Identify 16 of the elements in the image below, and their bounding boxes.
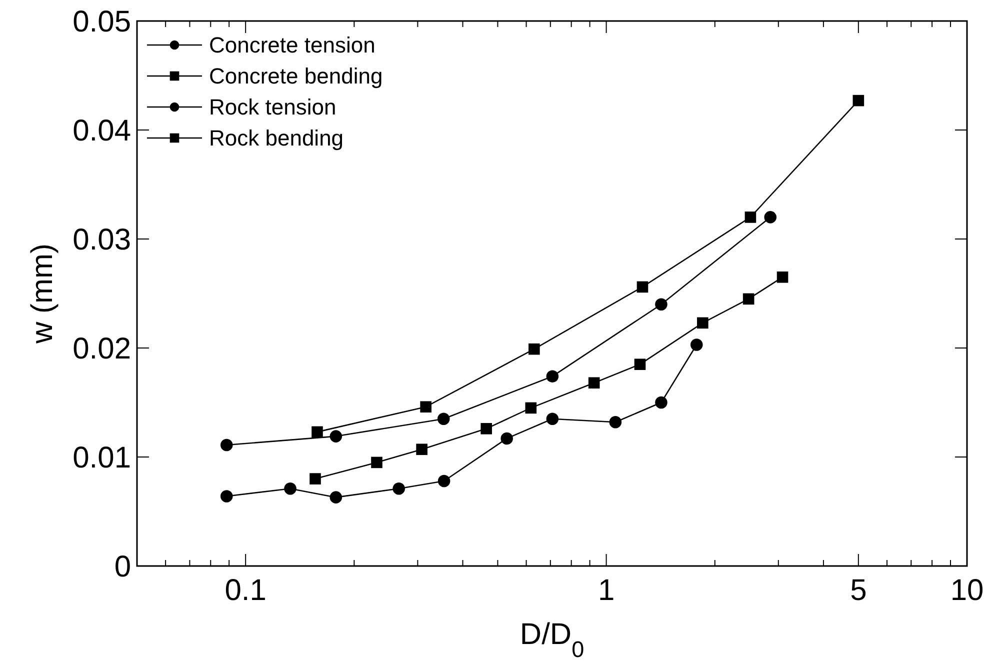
x-tick-label: 1 — [598, 574, 615, 607]
y-axis-title: w (mm) — [26, 244, 59, 344]
x-tick-label: 5 — [850, 574, 867, 607]
y-tick-label: 0.02 — [72, 332, 131, 366]
legend-label: Concrete tension — [209, 32, 376, 58]
y-tick-label: 0 — [114, 550, 131, 584]
legend-label: Rock tension — [209, 94, 336, 120]
x-tick-label: 10 — [950, 574, 984, 607]
y-tick-label: 0.04 — [72, 114, 131, 148]
y-tick-label: 0.03 — [72, 224, 131, 256]
y-tick-label: 0.05 — [72, 6, 131, 38]
legend-label: Rock bending — [209, 126, 344, 151]
legend-label: Concrete bending — [209, 64, 383, 89]
x-tick-label: 0.1 — [224, 574, 266, 607]
y-tick-label: 0.01 — [72, 442, 131, 474]
x-axis-title: D/D$_{0}$ — [520, 618, 584, 662]
